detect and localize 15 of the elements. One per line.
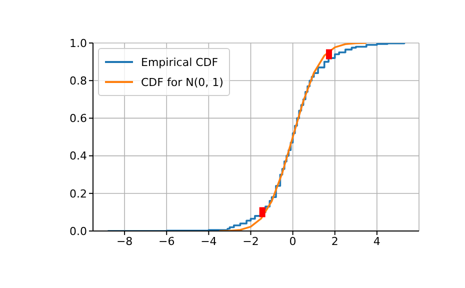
y-tick-label: 0.0 bbox=[70, 224, 87, 238]
x-tick-label: 4 bbox=[373, 234, 380, 248]
y-tick-label: 0.2 bbox=[70, 187, 87, 200]
x-tick-label: −4 bbox=[200, 234, 217, 248]
x-tick-label: 0 bbox=[289, 234, 296, 248]
y-tick-label: 0.8 bbox=[70, 74, 87, 88]
legend-label: CDF for N(0, 1) bbox=[141, 76, 224, 88]
x-tick-label: −2 bbox=[242, 234, 259, 248]
x-tick-label: 2 bbox=[331, 234, 338, 248]
y-tick-label: 0.6 bbox=[70, 112, 87, 126]
y-tick-label: 0.4 bbox=[70, 150, 87, 163]
x-tick-label: −8 bbox=[116, 234, 133, 248]
legend-label: Empirical CDF bbox=[141, 56, 218, 68]
x-tick-label: −6 bbox=[158, 234, 175, 248]
y-tick-label: 1.0 bbox=[70, 36, 87, 50]
